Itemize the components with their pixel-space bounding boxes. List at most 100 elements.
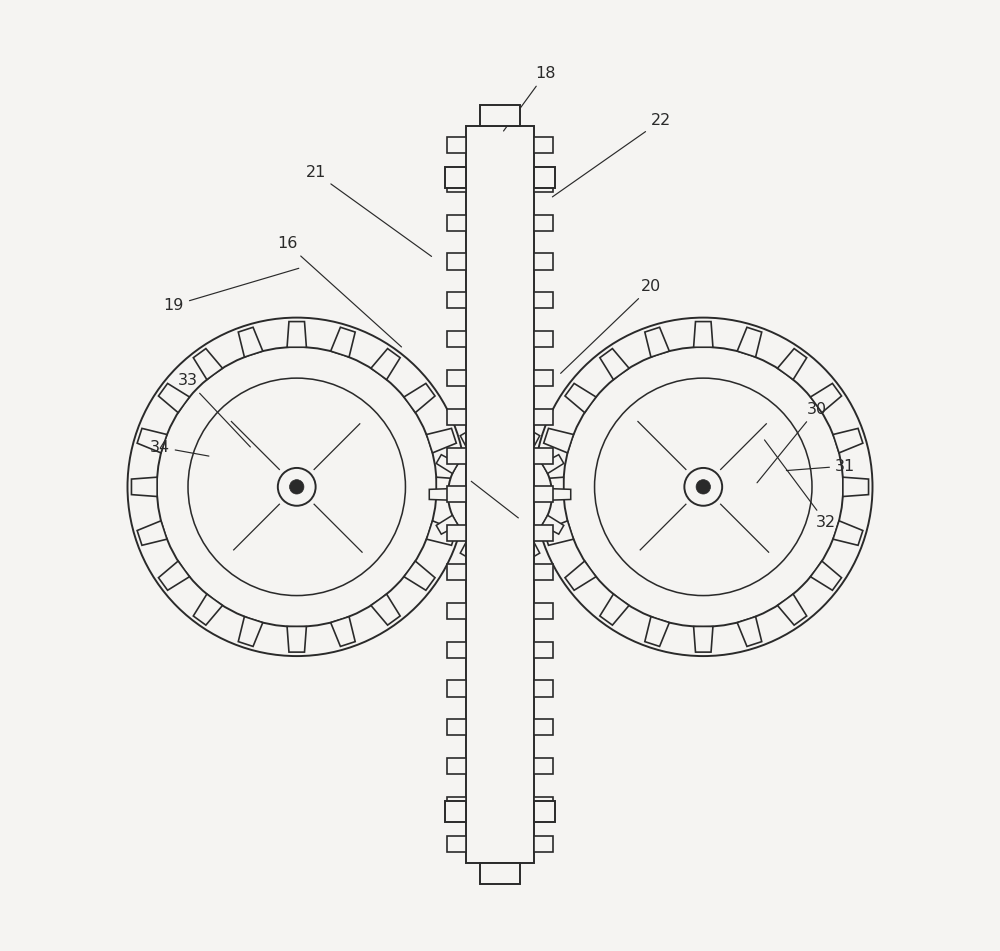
Polygon shape <box>552 489 571 500</box>
Polygon shape <box>427 428 456 453</box>
Polygon shape <box>404 383 435 413</box>
Bar <box>534 254 553 269</box>
Text: 18: 18 <box>504 67 556 131</box>
Bar <box>534 215 553 231</box>
Bar <box>534 836 553 852</box>
Bar <box>447 370 466 386</box>
Text: 20: 20 <box>561 279 661 374</box>
Polygon shape <box>427 521 456 545</box>
Bar <box>447 719 466 735</box>
Polygon shape <box>600 594 629 625</box>
Bar <box>534 137 553 153</box>
Polygon shape <box>131 477 157 496</box>
Polygon shape <box>778 349 807 379</box>
Bar <box>447 176 466 192</box>
Bar <box>447 254 466 269</box>
Bar <box>445 801 466 822</box>
Bar <box>447 564 466 580</box>
Bar <box>447 603 466 619</box>
Bar <box>480 105 520 126</box>
Bar <box>447 525 466 541</box>
Polygon shape <box>436 455 458 474</box>
Text: 16: 16 <box>277 237 402 347</box>
Polygon shape <box>538 477 564 496</box>
Polygon shape <box>460 536 479 558</box>
Polygon shape <box>833 521 863 545</box>
Polygon shape <box>137 428 167 453</box>
Polygon shape <box>737 616 762 647</box>
Bar <box>447 836 466 852</box>
Bar <box>534 680 553 696</box>
Polygon shape <box>833 428 863 453</box>
Bar <box>534 564 553 580</box>
Polygon shape <box>460 431 479 453</box>
Bar <box>447 292 466 308</box>
Polygon shape <box>843 477 869 496</box>
Bar <box>447 215 466 231</box>
Polygon shape <box>436 477 462 496</box>
Polygon shape <box>694 627 713 652</box>
Polygon shape <box>371 349 400 379</box>
Circle shape <box>448 442 552 547</box>
Circle shape <box>290 479 304 494</box>
Polygon shape <box>287 627 306 652</box>
Polygon shape <box>436 515 458 534</box>
Polygon shape <box>694 321 713 347</box>
Bar <box>534 448 553 464</box>
Polygon shape <box>494 424 506 443</box>
Text: 32: 32 <box>764 440 836 531</box>
Polygon shape <box>158 561 189 591</box>
Polygon shape <box>137 521 167 545</box>
Text: 33: 33 <box>178 374 250 447</box>
Bar <box>534 525 553 541</box>
Text: 30: 30 <box>757 402 827 483</box>
Polygon shape <box>429 489 448 500</box>
Bar <box>534 370 553 386</box>
Polygon shape <box>542 455 564 474</box>
Bar <box>534 409 553 425</box>
Polygon shape <box>544 428 573 453</box>
Text: 31: 31 <box>786 458 855 474</box>
Bar <box>447 642 466 658</box>
Bar <box>447 486 466 502</box>
Bar <box>534 642 553 658</box>
Bar <box>445 167 466 188</box>
Text: 34: 34 <box>150 439 209 456</box>
Bar <box>447 331 466 347</box>
Bar <box>534 176 553 192</box>
Polygon shape <box>778 594 807 625</box>
Bar <box>534 292 553 308</box>
Text: 22: 22 <box>552 113 671 197</box>
Polygon shape <box>737 327 762 357</box>
Polygon shape <box>645 327 669 357</box>
Polygon shape <box>331 327 355 357</box>
Polygon shape <box>521 536 540 558</box>
Bar <box>447 758 466 774</box>
Polygon shape <box>600 349 629 379</box>
Polygon shape <box>645 616 669 647</box>
Bar <box>534 758 553 774</box>
Polygon shape <box>238 616 263 647</box>
Polygon shape <box>542 515 564 534</box>
Bar <box>447 409 466 425</box>
Polygon shape <box>521 431 540 453</box>
Polygon shape <box>544 521 573 545</box>
Circle shape <box>696 479 710 494</box>
Bar <box>534 331 553 347</box>
Bar <box>480 864 520 883</box>
Text: 21: 21 <box>305 165 432 257</box>
Bar <box>534 603 553 619</box>
Polygon shape <box>811 561 842 591</box>
Polygon shape <box>494 546 506 565</box>
Bar <box>534 797 553 813</box>
Bar <box>447 448 466 464</box>
Polygon shape <box>193 594 222 625</box>
Circle shape <box>563 347 843 627</box>
Polygon shape <box>565 383 596 413</box>
Polygon shape <box>404 561 435 591</box>
Polygon shape <box>565 561 596 591</box>
Bar <box>534 486 553 502</box>
Circle shape <box>157 347 437 627</box>
Bar <box>447 680 466 696</box>
Bar <box>534 801 555 822</box>
